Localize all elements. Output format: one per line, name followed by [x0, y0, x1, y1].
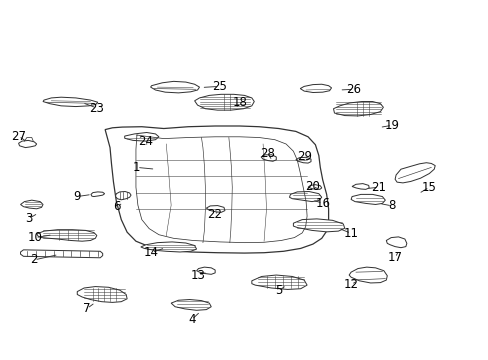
- Polygon shape: [37, 230, 97, 241]
- Polygon shape: [307, 185, 321, 189]
- Text: 22: 22: [206, 208, 221, 221]
- Text: 21: 21: [371, 181, 386, 194]
- Polygon shape: [261, 155, 276, 161]
- Polygon shape: [394, 163, 434, 183]
- Polygon shape: [20, 200, 43, 209]
- Text: 27: 27: [11, 130, 26, 143]
- Text: 17: 17: [387, 251, 402, 264]
- Text: 29: 29: [296, 150, 311, 163]
- Polygon shape: [20, 250, 102, 258]
- Polygon shape: [150, 81, 199, 93]
- Text: 19: 19: [384, 119, 399, 132]
- Text: 13: 13: [190, 269, 205, 282]
- Text: 11: 11: [343, 227, 358, 240]
- Text: 20: 20: [305, 180, 320, 193]
- Polygon shape: [196, 267, 215, 274]
- Text: 14: 14: [144, 246, 159, 259]
- Text: 23: 23: [89, 102, 104, 114]
- Polygon shape: [348, 267, 386, 283]
- Polygon shape: [351, 184, 368, 189]
- Polygon shape: [91, 192, 104, 197]
- Text: 2: 2: [30, 253, 38, 266]
- Polygon shape: [105, 126, 328, 253]
- Text: 15: 15: [421, 181, 436, 194]
- Text: 12: 12: [343, 278, 358, 291]
- Text: 7: 7: [83, 302, 91, 315]
- Polygon shape: [124, 132, 159, 141]
- Text: 16: 16: [315, 197, 329, 210]
- Text: 6: 6: [113, 200, 121, 213]
- Polygon shape: [300, 84, 331, 93]
- Polygon shape: [333, 102, 383, 116]
- Text: 10: 10: [28, 231, 42, 244]
- Polygon shape: [295, 157, 310, 163]
- Text: 26: 26: [346, 83, 361, 96]
- Polygon shape: [43, 97, 98, 107]
- Text: 24: 24: [138, 135, 153, 148]
- Text: 1: 1: [133, 161, 141, 174]
- Text: 8: 8: [387, 199, 395, 212]
- Polygon shape: [77, 287, 127, 302]
- Text: 25: 25: [211, 80, 226, 93]
- Polygon shape: [386, 237, 406, 248]
- Text: 5: 5: [274, 284, 282, 297]
- Polygon shape: [141, 242, 196, 252]
- Polygon shape: [289, 192, 321, 202]
- Text: 4: 4: [187, 313, 195, 326]
- Text: 3: 3: [24, 212, 32, 225]
- Polygon shape: [194, 94, 254, 110]
- Polygon shape: [115, 192, 131, 200]
- Polygon shape: [19, 140, 37, 148]
- Text: 28: 28: [260, 147, 275, 160]
- Polygon shape: [350, 194, 385, 204]
- Text: 18: 18: [232, 96, 246, 109]
- Polygon shape: [293, 219, 344, 232]
- Polygon shape: [206, 206, 224, 212]
- Text: 9: 9: [73, 190, 81, 203]
- Polygon shape: [171, 300, 211, 310]
- Polygon shape: [251, 275, 306, 289]
